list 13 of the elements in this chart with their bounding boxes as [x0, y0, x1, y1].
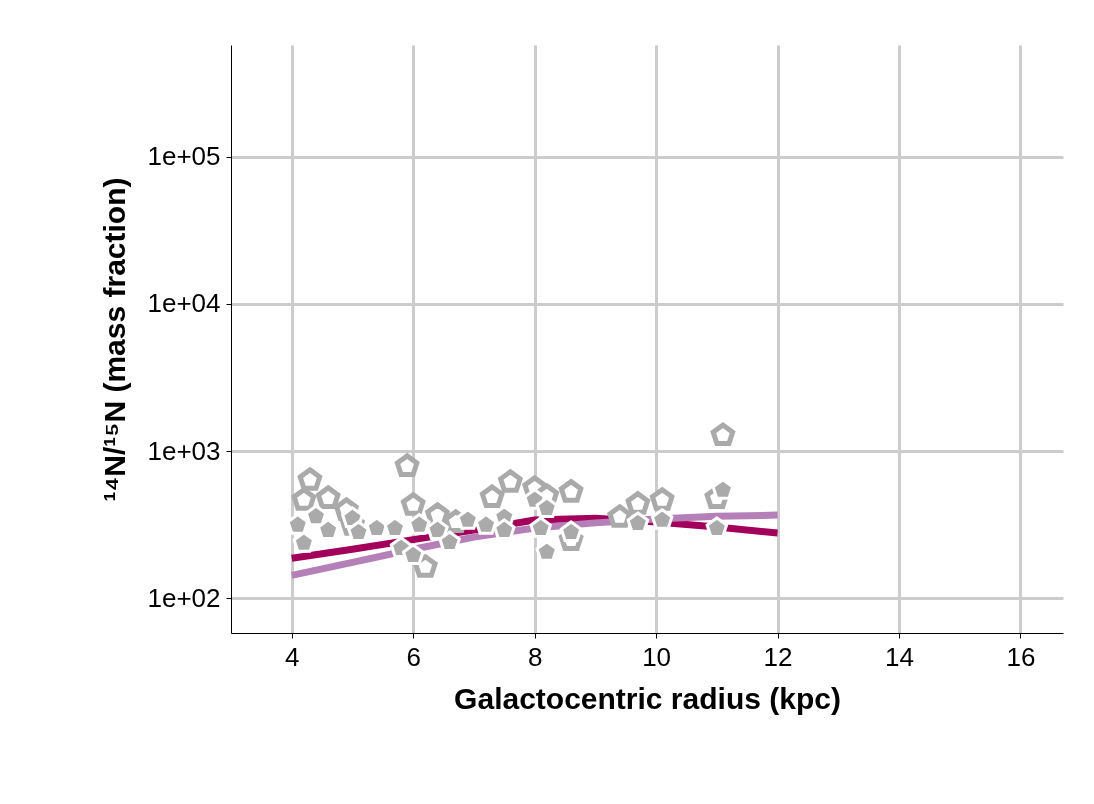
y-tick-label: 1e+02 — [147, 582, 221, 613]
y-axis-title: ¹⁴N/¹⁵N (mass fraction) — [98, 177, 132, 502]
x-tick-label: 10 — [642, 641, 672, 672]
x-axis-title: Galactocentric radius (kpc) — [454, 681, 841, 715]
x-tick-label: 16 — [1006, 641, 1036, 672]
x-tick-label: 14 — [885, 641, 914, 672]
y-tick-label: 1e+04 — [147, 288, 221, 319]
x-tick-label: 4 — [285, 641, 300, 672]
x-tick-label: 12 — [763, 641, 793, 672]
y-tick-label: 1e+05 — [147, 141, 221, 172]
x-tick-label: 6 — [406, 641, 421, 672]
x-tick-label: 8 — [527, 641, 543, 672]
y-tick-label: 1e+03 — [147, 435, 221, 466]
